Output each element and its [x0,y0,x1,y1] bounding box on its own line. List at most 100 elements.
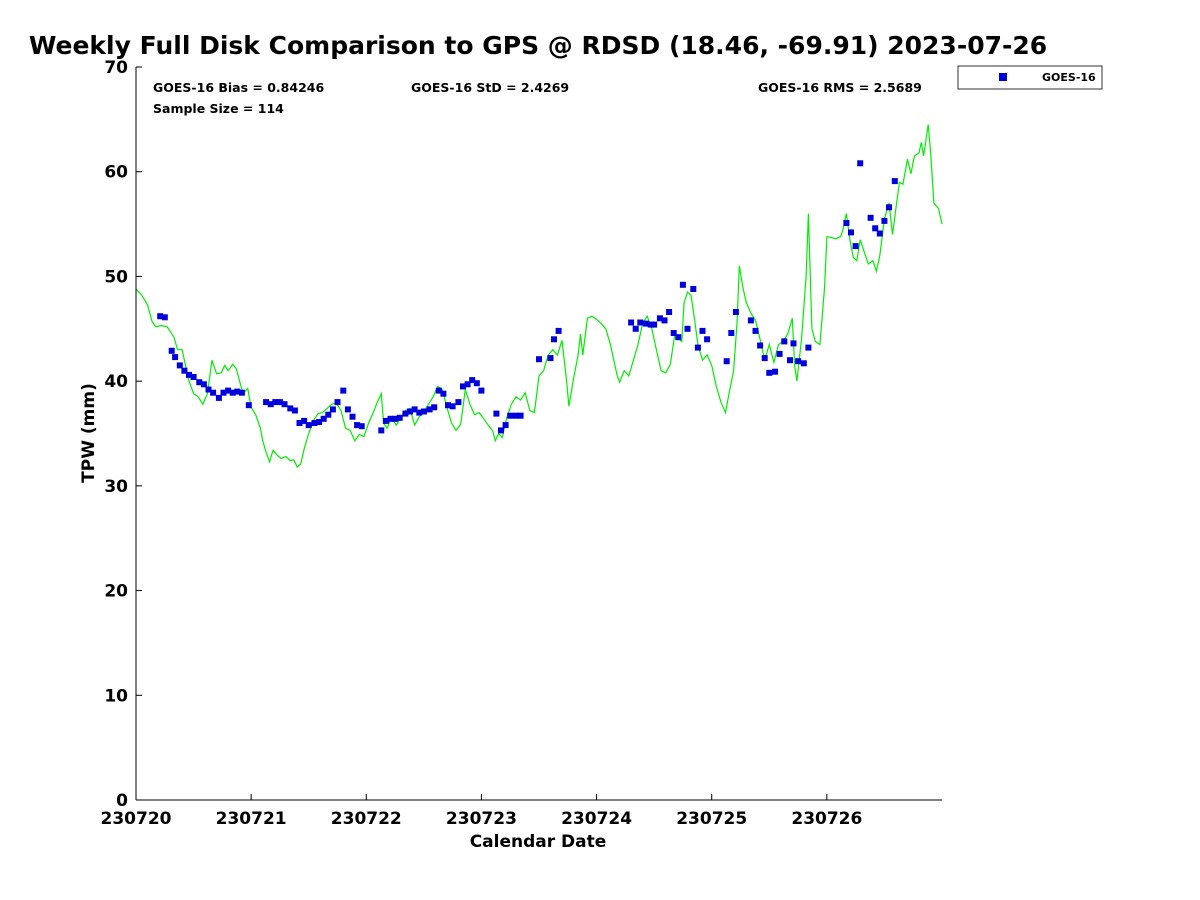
goes-point [445,402,451,409]
goes-point [513,412,519,419]
goes-point [316,419,323,425]
x-tick-label: 230724 [561,809,632,829]
legend-marker-goes [999,73,1007,81]
goes-point [643,320,650,327]
goes-point [886,204,892,211]
goes-point [200,381,207,388]
goes-point [387,415,394,422]
x-tick-label: 230721 [216,809,287,829]
goes-point [311,420,318,426]
stat-bias: GOES-16 Bias = 0.84246 [153,80,324,95]
goes-point [329,406,336,413]
x-tick-label: 230723 [446,809,517,829]
goes-point [172,354,179,361]
y-tick-label: 30 [104,477,128,497]
goes-point [407,408,413,415]
goes-point [857,160,864,167]
goes-point [296,420,303,426]
y-tick-label: 20 [104,582,128,602]
goes-point [757,342,764,349]
goes-point [651,321,658,328]
goes-point [694,344,701,351]
goes-point [396,414,403,421]
goes-point [340,387,347,394]
goes-point [287,405,294,412]
goes-point [547,355,554,362]
goes-point [679,281,686,288]
plot-frame [136,67,942,800]
plot-area: 0 10 20 30 40 50 60 70 230720 230721 230722 230723 2… [101,58,943,829]
goes-point [517,412,524,419]
goes-point [647,321,654,328]
chart-title: Weekly Full Disk Comparison to GPS @ RDS… [29,31,1047,60]
goes-point [752,327,759,334]
goes-point [435,387,442,394]
goes-point [776,350,783,357]
goes-point [238,389,245,396]
goes-point [281,401,288,408]
x-tick-label: 230726 [791,809,862,829]
goes-point [190,374,197,380]
goes-point [843,220,850,226]
legend-box [957,65,1103,90]
goes-point [723,358,730,365]
goes-point [161,314,168,321]
goes-point [632,325,639,332]
goes-point [245,402,252,409]
goes-point [502,422,509,429]
goes-point [157,313,164,320]
goes-point [334,399,341,406]
legend-label-goes: GOES-16 [1042,71,1096,84]
goes-point [449,403,456,410]
goes-point [354,422,361,429]
stat-sample-size: Sample Size = 114 [153,101,284,116]
goes-series [157,160,898,434]
x-tick-label: 230722 [331,809,402,829]
goes-point [848,229,854,236]
goes-point [305,422,312,429]
goes-point [186,371,192,378]
goes-point [704,336,711,343]
y-axis-label: TPW (mm) [79,383,99,483]
axis-ticks: 0 10 20 30 40 50 60 70 230720 230721 230722 230723 2… [101,58,863,829]
goes-point [320,415,327,422]
goes-point [168,347,175,354]
y-tick-label: 40 [104,372,128,392]
goes-point [790,340,797,347]
goes-point [628,319,635,326]
goes-point [460,383,466,390]
goes-point [176,362,183,369]
goes-point [440,390,447,397]
goes-point [670,330,677,336]
x-axis-label: Calendar Date [470,832,607,852]
gps-line [135,124,943,468]
goes-point [761,355,768,362]
y-tick-label: 0 [116,791,128,811]
goes-point [787,357,793,364]
goes-point [210,389,217,396]
goes-point [215,394,222,401]
goes-point [867,214,874,221]
goes-point [220,389,227,396]
legend: GOES-16 [957,65,1103,90]
goes-point [411,406,418,413]
goes-point [690,286,697,292]
goes-point [507,412,514,419]
goes-point [234,388,241,395]
goes-point [455,399,462,406]
goes-point [301,417,308,424]
goes-point [420,408,427,415]
goes-point [205,386,212,393]
goes-point [772,368,778,375]
goes-point [656,315,663,322]
goes-point [272,399,279,406]
goes-point [766,369,773,376]
goes-point [225,387,232,394]
goes-point [181,367,188,374]
goes-point [416,409,423,416]
goes-point [378,427,385,434]
goes-point [358,423,365,430]
y-tick-label: 70 [104,58,128,78]
goes-point [555,327,562,334]
goes-point [478,387,485,394]
